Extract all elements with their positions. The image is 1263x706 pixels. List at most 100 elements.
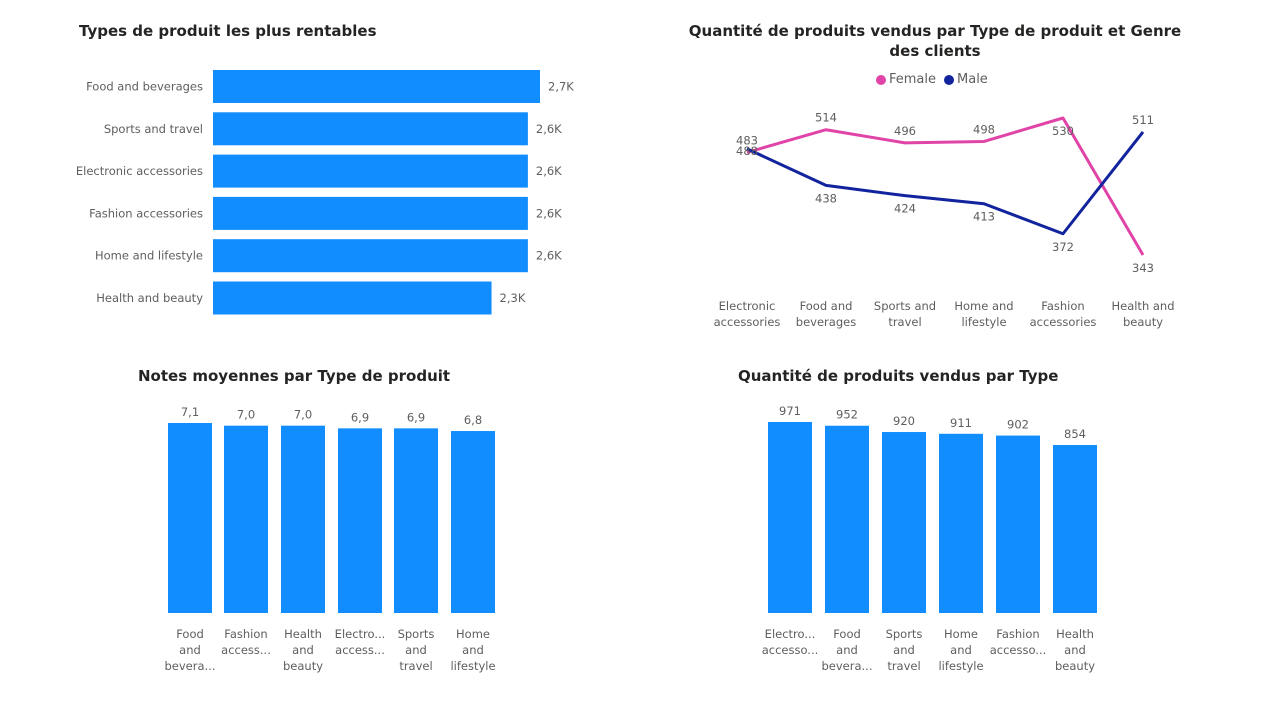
- tick-label-fashion-accessories-1: accesso...: [990, 643, 1047, 657]
- data-label-female-electronic-accessories: 483: [736, 133, 758, 147]
- tick-label-home-and-lifestyle-1: and: [462, 643, 484, 657]
- tick-label-home-and-lifestyle-0: Home and: [954, 299, 1013, 313]
- chart-legend: Female Male: [876, 72, 992, 87]
- tick-label-fashion-accessories-0: Fashion: [996, 627, 1039, 641]
- tick-label-food-and-beverages-0: Food: [176, 627, 204, 641]
- data-label-food-and-beverages: 7,1: [181, 405, 199, 419]
- bar-sports-and-travel[interactable]: [882, 432, 926, 613]
- bar-food-and-beverages[interactable]: [825, 425, 869, 613]
- bar-food-and-beverages[interactable]: [213, 70, 540, 103]
- tick-label-food-and-beverages-2: bevera...: [165, 659, 216, 673]
- tick-label-sports-and-travel-1: travel: [888, 315, 921, 329]
- data-label-male-health-and-beauty: 511: [1132, 113, 1154, 127]
- ratings-visual: Notes moyennes par Type de produit 7,1 Fo…: [0, 355, 620, 706]
- data-label-fashion-accessories: 2,6K: [536, 206, 562, 220]
- tick-label-fashion-accessories-1: access...: [221, 643, 271, 657]
- tick-label-electronic-accessories-0: Electro...: [335, 627, 386, 641]
- quantity-by-type-visual: Quantité de produits vendus par Type 971…: [630, 355, 1263, 706]
- profitable-types-visual: Types de produit les plus rentables Food…: [0, 0, 620, 340]
- tick-label-fashion-accessories-0: Fashion: [1041, 299, 1084, 313]
- bar-health-and-beauty[interactable]: [213, 281, 492, 315]
- bar-food-and-beverages[interactable]: [168, 423, 212, 613]
- data-label-female-food-and-beverages: 514: [815, 111, 837, 125]
- data-label-fashion-accessories: 902: [1007, 418, 1029, 432]
- tick-label-health-and-beauty-0: Health and: [1111, 299, 1174, 313]
- tick-label-food-and-beverages-1: beverages: [796, 315, 856, 329]
- bar-fashion-accessories[interactable]: [213, 196, 528, 230]
- tick-label-sports-and-travel-0: Sports and: [874, 299, 936, 313]
- tick-label-food-and-beverages-1: and: [836, 643, 858, 657]
- chart-title: Quantité de produits vendus par Type de …: [688, 22, 1182, 60]
- ratings-chart: 7,1 Food and bevera... 7,0 Fashion access... 7,…: [165, 405, 496, 673]
- quantity-by-gender-visual: Quantité de produits vendus par Type de …: [630, 0, 1263, 340]
- legend-female-label: Female: [889, 72, 937, 87]
- chart-title: Notes moyennes par Type de produit: [138, 367, 451, 385]
- tick-label-sports-and-travel-1: and: [405, 643, 427, 657]
- bar-health-and-beauty[interactable]: [1053, 445, 1097, 613]
- bar-fashion-accessories[interactable]: [224, 425, 268, 613]
- tick-label-sports-and-travel-2: travel: [887, 659, 920, 673]
- data-label-electronic-accessories: 6,9: [351, 410, 369, 424]
- tick-label-health-and-beauty-1: beauty: [1123, 315, 1163, 329]
- data-label-health-and-beauty: 854: [1064, 427, 1086, 441]
- category-label-fashion-accessories: Fashion accessories: [89, 206, 203, 220]
- legend-item-female[interactable]: Female: [876, 72, 936, 87]
- bar-sports-and-travel[interactable]: [394, 428, 438, 613]
- data-label-fashion-accessories: 7,0: [237, 408, 255, 422]
- data-label-home-and-lifestyle: 2,6K: [536, 249, 562, 263]
- profitable-types-chart: Food and beverages 2,7K Sports and travel 2…: [76, 70, 574, 315]
- bar-electronic-accessories[interactable]: [768, 422, 812, 613]
- category-label-electronic-accessories: Electronic accessories: [76, 164, 203, 178]
- chart-title: Types de produit les plus rentables: [79, 22, 377, 40]
- tick-label-home-and-lifestyle-1: and: [950, 643, 972, 657]
- bar-sports-and-travel[interactable]: [213, 112, 528, 146]
- tick-label-electronic-accessories-1: accessories: [714, 315, 781, 329]
- tick-label-health-and-beauty-0: Health: [284, 627, 322, 641]
- legend-male-marker: [944, 74, 955, 85]
- tick-label-food-and-beverages-1: and: [179, 643, 201, 657]
- tick-label-home-and-lifestyle-1: lifestyle: [961, 315, 1006, 329]
- tick-label-health-and-beauty-1: and: [1064, 643, 1086, 657]
- bar-home-and-lifestyle[interactable]: [213, 239, 528, 273]
- data-label-electronic-accessories: 971: [779, 404, 801, 418]
- bar-electronic-accessories[interactable]: [213, 154, 528, 188]
- bar-home-and-lifestyle[interactable]: [451, 431, 495, 613]
- tick-label-home-and-lifestyle-0: Home: [944, 627, 978, 641]
- tick-label-electronic-accessories-0: Electro...: [765, 627, 816, 641]
- tick-label-electronic-accessories-0: Electronic: [719, 299, 776, 313]
- data-label-sports-and-travel: 6,9: [407, 410, 425, 424]
- data-label-female-sports-and-travel: 496: [894, 124, 916, 138]
- bar-electronic-accessories[interactable]: [338, 428, 382, 613]
- tick-label-electronic-accessories-1: access...: [335, 643, 385, 657]
- data-label-electronic-accessories: 2,6K: [536, 164, 562, 178]
- data-label-health-and-beauty: 7,0: [294, 408, 312, 422]
- series-line-female: [746, 116, 1145, 256]
- category-label-health-and-beauty: Health and beauty: [96, 291, 203, 305]
- bar-health-and-beauty[interactable]: [281, 425, 325, 613]
- bar-home-and-lifestyle[interactable]: [939, 433, 983, 613]
- tick-label-electronic-accessories-1: accesso...: [762, 643, 819, 657]
- data-label-female-health-and-beauty: 343: [1132, 261, 1154, 275]
- data-label-female-fashion-accessories: 530: [1052, 124, 1074, 138]
- tick-label-home-and-lifestyle-0: Home: [456, 627, 490, 641]
- quantity-by-type-chart: 971 Electro... accesso... 952 Food and bevera.…: [762, 404, 1097, 673]
- data-label-male-sports-and-travel: 424: [894, 202, 916, 216]
- bar-fashion-accessories[interactable]: [996, 435, 1040, 613]
- data-label-health-and-beauty: 2,3K: [500, 291, 526, 305]
- data-label-home-and-lifestyle: 911: [950, 416, 972, 430]
- tick-label-fashion-accessories-0: Fashion: [224, 627, 267, 641]
- tick-label-food-and-beverages-0: Food and: [800, 299, 853, 313]
- category-label-food-and-beverages: Food and beverages: [86, 80, 203, 94]
- tick-label-fashion-accessories-1: accessories: [1030, 315, 1097, 329]
- data-label-female-home-and-lifestyle: 498: [973, 122, 995, 136]
- data-label-food-and-beverages: 2,7K: [548, 80, 574, 94]
- data-label-sports-and-travel: 2,6K: [536, 122, 562, 136]
- category-label-home-and-lifestyle: Home and lifestyle: [95, 249, 203, 263]
- tick-label-health-and-beauty-0: Health: [1056, 627, 1094, 641]
- data-label-male-food-and-beverages: 438: [815, 191, 837, 205]
- tick-label-health-and-beauty-1: and: [292, 643, 314, 657]
- tick-label-home-and-lifestyle-2: lifestyle: [938, 659, 983, 673]
- legend-item-male[interactable]: Male: [944, 72, 988, 87]
- tick-label-sports-and-travel-2: travel: [399, 659, 432, 673]
- tick-label-sports-and-travel-0: Sports: [398, 627, 435, 641]
